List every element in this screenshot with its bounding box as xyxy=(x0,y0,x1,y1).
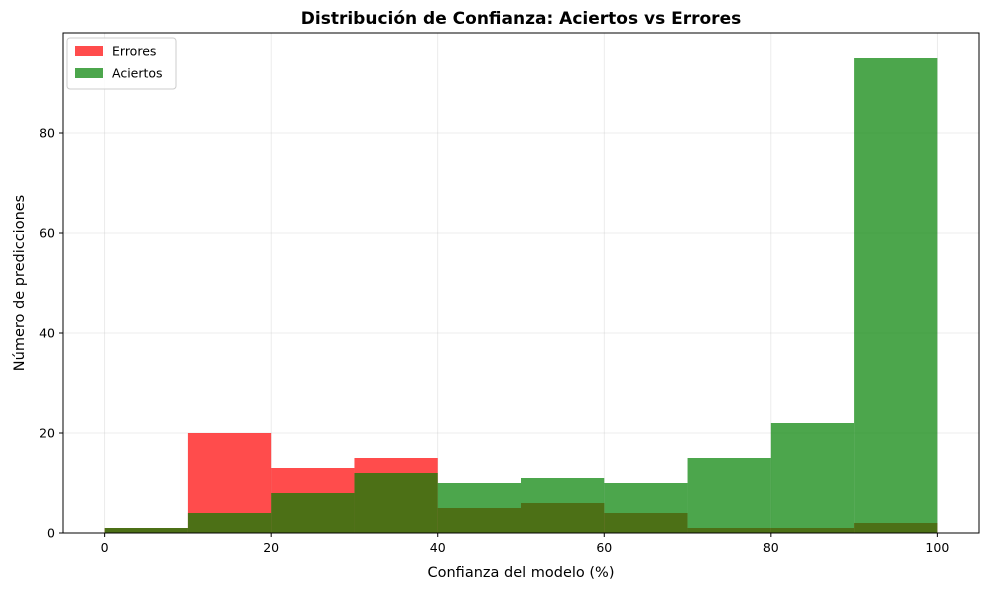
legend-label-errores: Errores xyxy=(112,44,156,59)
bar-aciertos-bin-4 xyxy=(437,483,521,533)
plot-area-frame xyxy=(62,32,980,534)
bar-aciertos-bin-5 xyxy=(521,478,605,533)
bar-aciertos-bin-6 xyxy=(604,483,688,533)
y-tick-label: 80 xyxy=(39,126,55,141)
x-tick-label: 100 xyxy=(925,540,949,555)
bar-aciertos-bin-2 xyxy=(271,493,355,533)
bar-aciertos-bin-8 xyxy=(770,423,855,533)
chart-title: Distribución de Confianza: Aciertos vs E… xyxy=(301,9,741,29)
bar-aciertos-bin-9 xyxy=(854,58,938,533)
legend: Errores Aciertos xyxy=(66,37,177,90)
y-tick-label: 0 xyxy=(47,526,55,541)
legend-swatch-aciertos xyxy=(75,68,103,78)
y-tick-label: 20 xyxy=(39,426,55,441)
bar-aciertos-bin-3 xyxy=(354,473,438,533)
legend-label-aciertos: Aciertos xyxy=(112,66,163,81)
y-tick-label: 60 xyxy=(39,226,55,241)
bar-aciertos-bin-1 xyxy=(187,513,272,533)
bar-aciertos-bin-7 xyxy=(687,458,771,533)
axis-ticks: 0 20 40 60 80 100 0 20 40 60 80 xyxy=(39,126,949,556)
x-tick-label: 80 xyxy=(763,540,779,555)
x-tick-label: 0 xyxy=(101,540,109,555)
y-tick-label: 40 xyxy=(39,326,55,341)
x-axis-label: Confianza del modelo (%) xyxy=(428,565,615,581)
legend-swatch-errores xyxy=(75,46,103,56)
y-axis-label: Número de predicciones xyxy=(12,195,28,371)
x-tick-label: 40 xyxy=(430,540,446,555)
bar-aciertos-bin-0 xyxy=(104,528,188,533)
histogram-bars xyxy=(104,58,938,533)
x-tick-label: 20 xyxy=(263,540,279,555)
x-tick-label: 60 xyxy=(596,540,612,555)
